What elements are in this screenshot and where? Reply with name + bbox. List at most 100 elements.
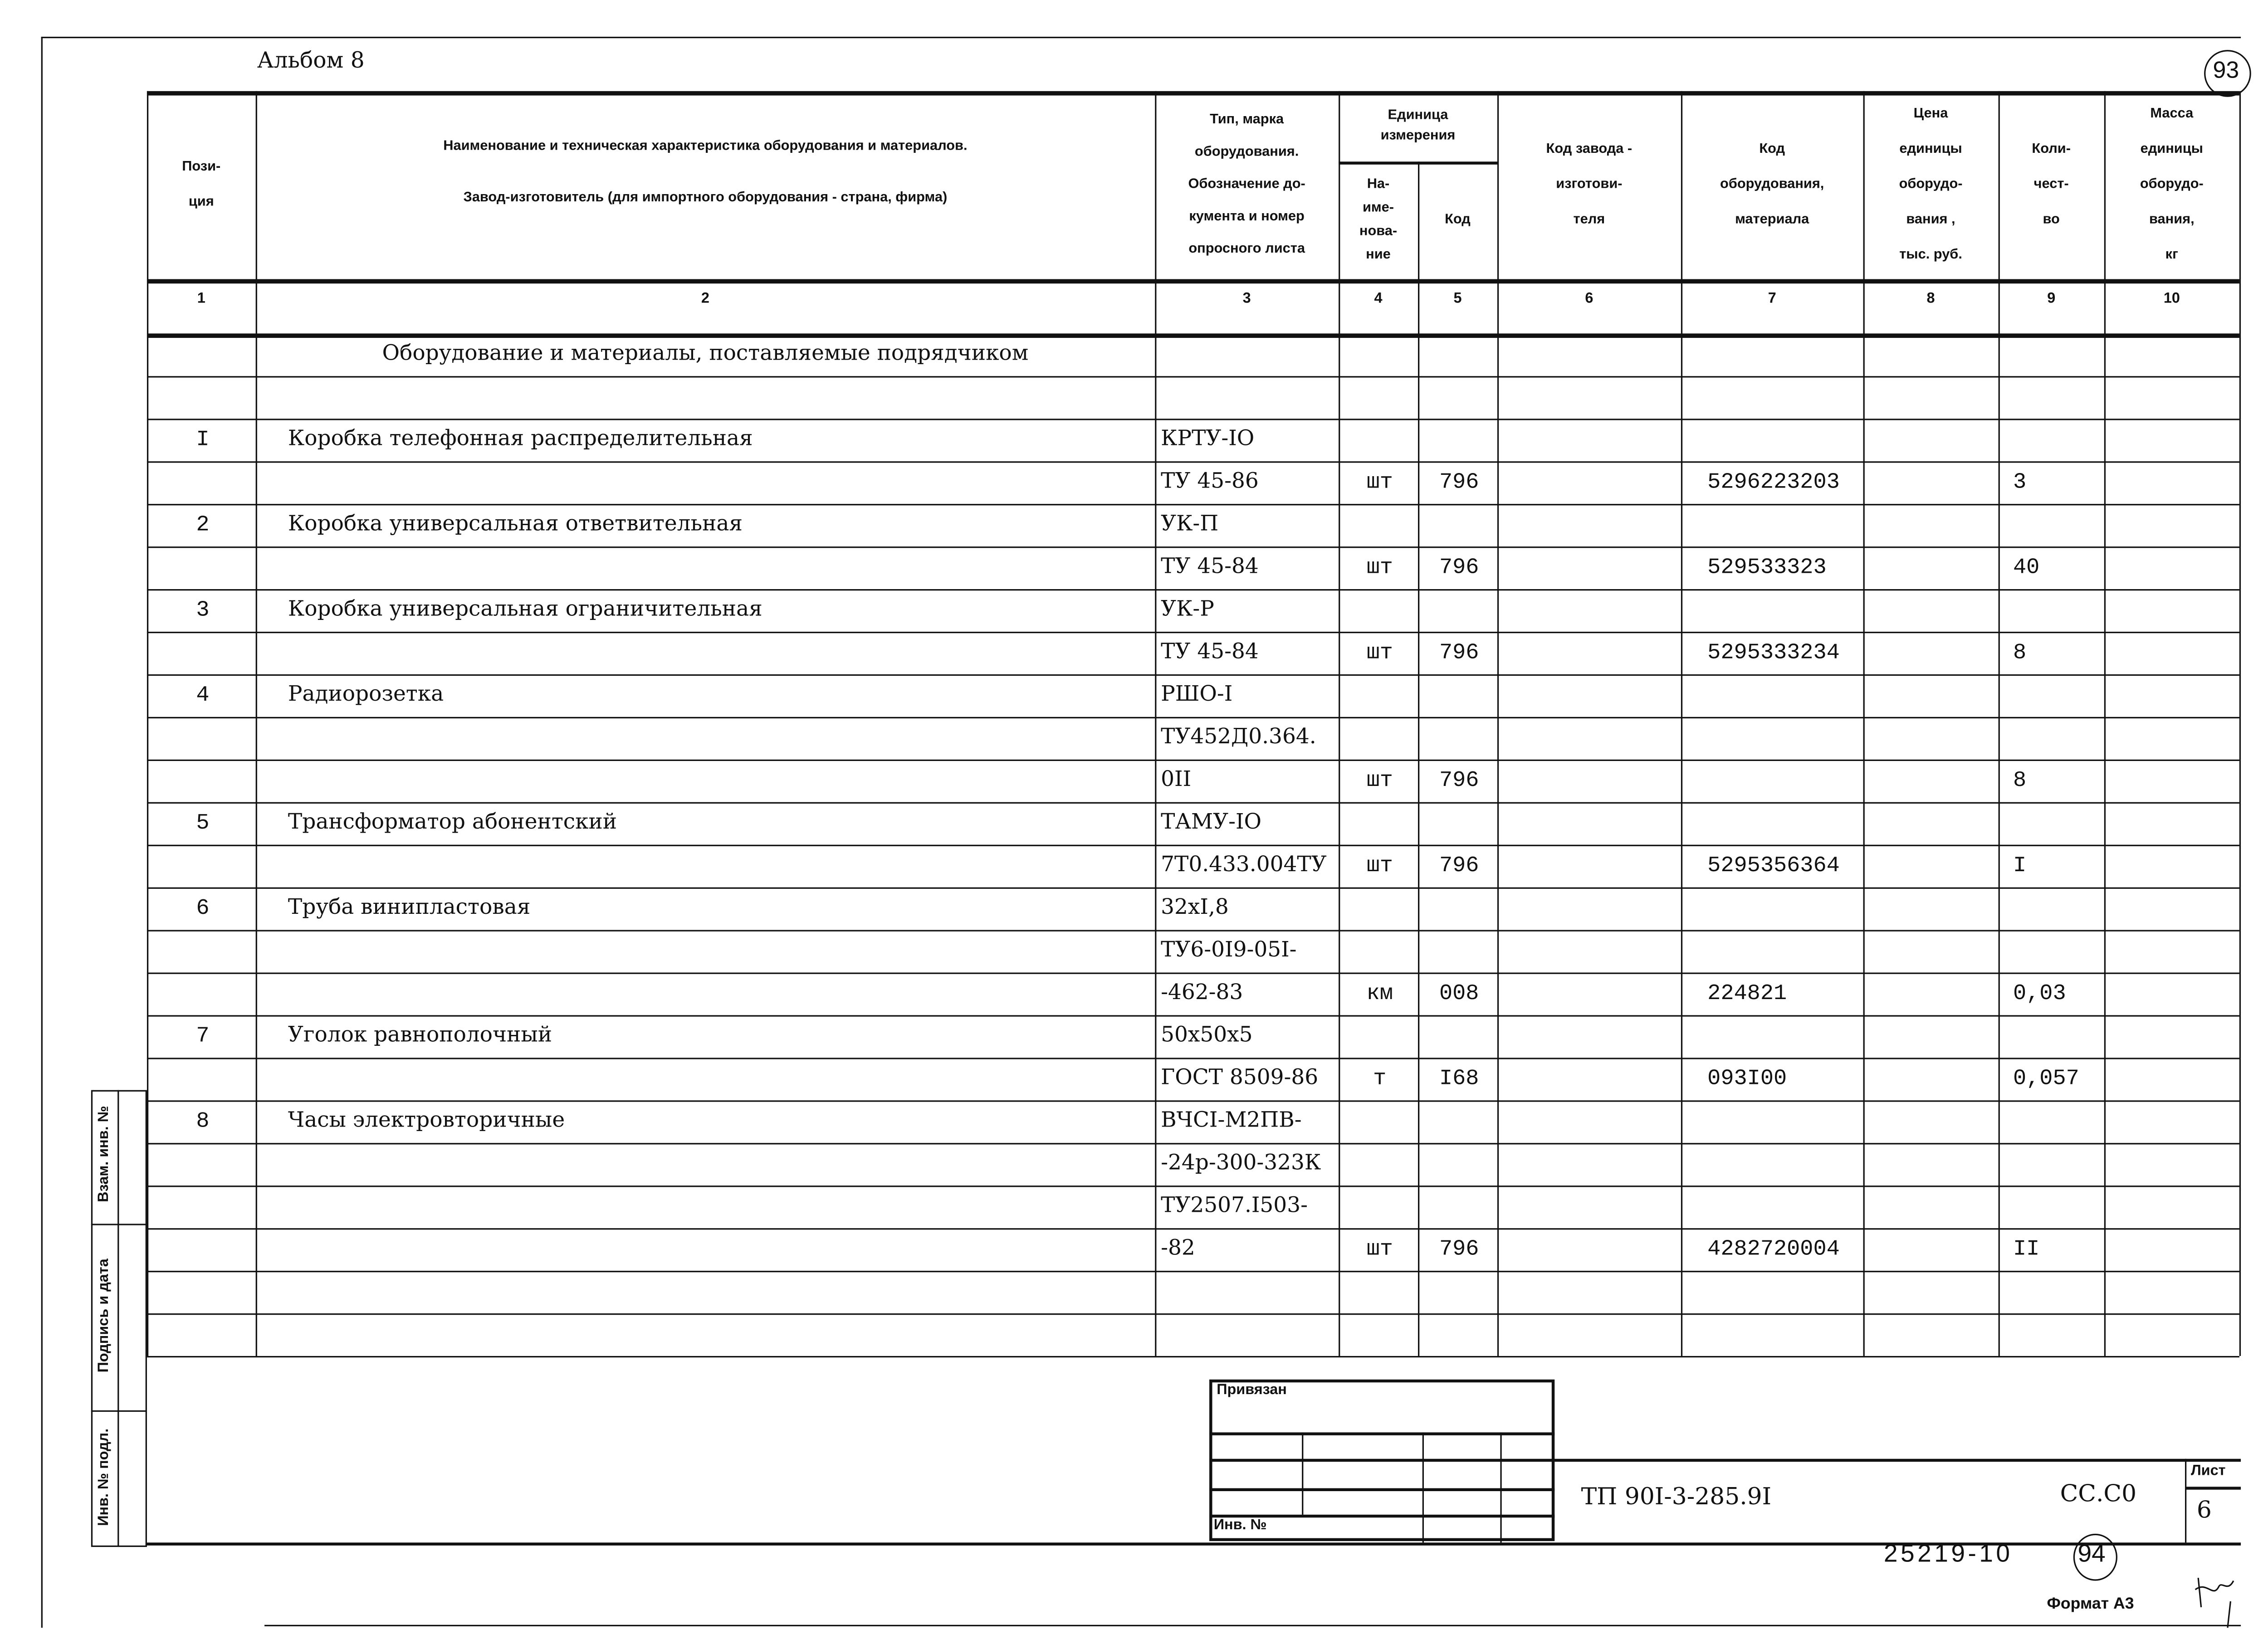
cell-type: ВЧСI-М2ПВ- (1161, 1109, 1302, 1133)
column-header-c2b: Завод-изготовитель (для импортного обору… (463, 189, 948, 206)
cell-position: 8 (196, 1109, 210, 1134)
frame-left (41, 36, 43, 1628)
linked-divider (1209, 1488, 1555, 1491)
format-label: Формат А3 (2047, 1595, 2134, 1613)
inv-original-label: Инв. № подл. (96, 1428, 112, 1526)
title-block-bottom (147, 1542, 2241, 1546)
cell-unit-name: т (1373, 1066, 1387, 1092)
column-header-c6: Код завода - изготови- теля (1546, 141, 1633, 228)
column-number: 1 (197, 291, 205, 307)
column-header-c5: Код (1445, 211, 1471, 228)
linked-divider (1422, 1432, 1424, 1543)
cell-name: Коробка универсальная ограничительная (288, 598, 763, 622)
row-line (147, 1228, 2239, 1230)
column-line (1863, 91, 1865, 1356)
page-mark: 93 (2213, 59, 2239, 84)
cell-type: ТУ2507.I503- (1161, 1194, 1308, 1218)
cell-unit-code: 796 (1439, 470, 1479, 495)
cell-unit-code: 796 (1439, 555, 1479, 580)
header-bottom (147, 279, 2239, 284)
cell-name: Часы электровторичные (288, 1109, 565, 1133)
cell-unit-name: шт (1366, 640, 1393, 666)
column-line (1998, 91, 2000, 1356)
cell-type: -82 (1161, 1237, 1195, 1261)
column-number: 2 (701, 291, 709, 307)
row-line (147, 504, 2239, 506)
side-stamp-divider (91, 1224, 147, 1225)
column-line (2104, 91, 2106, 1356)
cell-type: ТУ 45-84 (1161, 555, 1259, 579)
row-line (147, 674, 2239, 676)
row-line (147, 1015, 2239, 1017)
column-number: 10 (2163, 291, 2180, 307)
cell-name: Коробка телефонная распределительная (288, 427, 753, 451)
side-stamp (91, 1090, 147, 1547)
title-block-top (1209, 1458, 2241, 1462)
row-line (147, 1058, 2239, 1059)
column-number: 7 (1768, 291, 1776, 307)
column-line (1497, 91, 1499, 1356)
page-mark-circle (2204, 50, 2251, 97)
cell-name: Оборудование и материалы, поставляемые п… (382, 342, 1029, 366)
cell-unit-name: шт (1366, 1237, 1393, 1262)
cell-type: ТАМУ-IO (1161, 811, 1262, 834)
row-line (147, 376, 2239, 378)
sheet-label: Лист (2190, 1463, 2226, 1480)
column-header-c3: Тип, марка оборудования. Обозначение до-… (1188, 112, 1305, 257)
frame-top (41, 36, 2241, 39)
linked-divider (1302, 1432, 1304, 1515)
cell-unit-name: шт (1366, 470, 1393, 495)
linked-label: Привязан (1217, 1382, 1287, 1399)
sheet-divider (2185, 1487, 2241, 1490)
row-line (147, 802, 2239, 804)
cell-unit-code: 796 (1439, 854, 1479, 879)
cell-quantity: 8 (2013, 768, 2027, 794)
cell-position: I (196, 427, 210, 453)
cell-type: 0II (1161, 768, 1192, 792)
cell-quantity: 0,057 (2013, 1066, 2079, 1092)
album-label: Альбом 8 (257, 47, 365, 73)
column-header-c10: Масса единицы оборудо- вания, кг (2140, 106, 2204, 263)
cell-name: Трансформатор абонентский (288, 811, 617, 834)
column-header-c2a: Наименование и техническая характеристик… (443, 138, 968, 155)
cell-type: ГОСТ 8509-86 (1161, 1066, 1319, 1090)
column-number: 4 (1374, 291, 1383, 307)
column-line (1418, 161, 1420, 1356)
bottom-page-mark: 94 (2077, 1539, 2106, 1568)
column-number: 9 (2047, 291, 2056, 307)
cell-position: 3 (196, 598, 210, 623)
cell-quantity: 0,03 (2013, 981, 2066, 1006)
cell-type: УК-Р (1161, 598, 1214, 622)
row-line (147, 546, 2239, 548)
cell-type: -462-83 (1161, 981, 1243, 1005)
row-line (147, 1271, 2239, 1273)
table-top (147, 91, 2239, 96)
cell-unit-code: 796 (1439, 1237, 1479, 1262)
cell-name: Коробка универсальная ответвительная (288, 512, 743, 537)
linked-divider (1209, 1514, 1555, 1518)
cell-unit-name: шт (1366, 768, 1393, 794)
cell-type: ТУ 45-84 (1161, 640, 1259, 664)
cell-equipment-code: 093I00 (1707, 1066, 1787, 1092)
cell-quantity: 3 (2013, 470, 2027, 495)
cell-type: КРТУ-IO (1161, 427, 1255, 451)
column-line (2239, 91, 2241, 1356)
column-line (1155, 91, 1157, 1356)
sheet-number: 6 (2196, 1495, 2212, 1524)
page-mark-circle-bottom (2073, 1533, 2117, 1581)
row-line (147, 930, 2239, 932)
cell-name: Труба винипластовая (288, 896, 531, 920)
row-line (147, 887, 2239, 889)
cell-position: 5 (196, 811, 210, 836)
archive-number: 25219-10 (1883, 1539, 2013, 1568)
cell-unit-name: км (1366, 981, 1393, 1006)
cell-position: 6 (196, 896, 210, 922)
signature-date-label: Подпись и дата (96, 1258, 112, 1373)
cell-unit-code: 796 (1439, 768, 1479, 794)
cell-type: -24р-300-323К (1161, 1151, 1321, 1176)
cell-unit-code: I68 (1439, 1066, 1479, 1092)
cell-quantity: 8 (2013, 640, 2027, 666)
row-line (147, 1185, 2239, 1187)
signature-icon (2195, 1577, 2234, 1628)
column-header-c4: На- име- нова- ние (1359, 176, 1398, 263)
